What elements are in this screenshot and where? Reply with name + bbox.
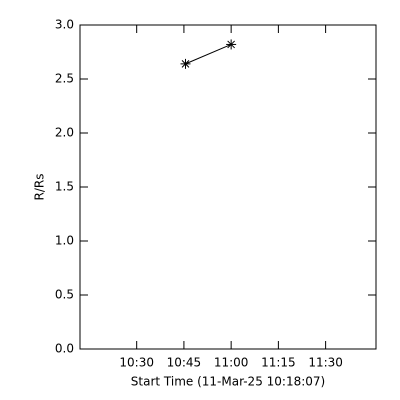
x-tick-label: 11:15	[261, 356, 296, 370]
y-tick-label: 1.0	[55, 234, 74, 248]
y-axis-label: R/Rs	[33, 174, 47, 201]
x-tick-label: 11:30	[308, 356, 343, 370]
plot-frame	[79, 24, 377, 350]
x-tick-label: 11:00	[214, 356, 249, 370]
x-tick-label: 10:30	[119, 356, 154, 370]
asterisk-marker	[180, 58, 191, 69]
x-axis-label: Start Time (11-Mar-25 10:18:07)	[131, 375, 325, 389]
y-tick-label: 3.0	[55, 18, 74, 32]
x-tick-label: 10:45	[167, 356, 202, 370]
marker-stroke	[227, 40, 236, 49]
marker-stroke	[181, 60, 190, 68]
y-tick-label: 2.0	[55, 126, 74, 140]
y-tick-label: 0.5	[55, 288, 74, 302]
y-tick-label: 1.5	[55, 180, 74, 194]
y-tick-label: 0.0	[55, 342, 74, 356]
data-line	[185, 43, 232, 65]
y-tick-label: 2.5	[55, 72, 74, 86]
asterisk-marker	[226, 39, 237, 50]
